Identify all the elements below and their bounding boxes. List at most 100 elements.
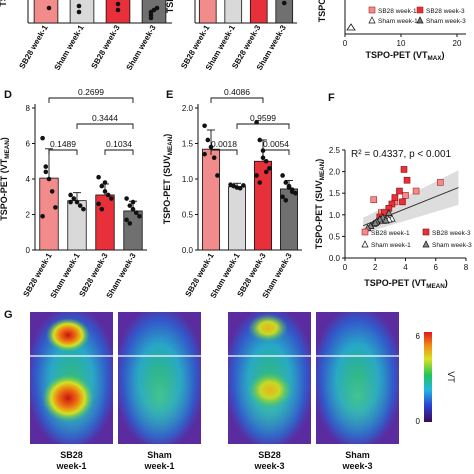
p-value-label: 0.4086	[224, 87, 250, 97]
image-label: Sham	[147, 450, 172, 460]
legend-label: SB28 week-3	[432, 230, 471, 237]
data-point	[400, 166, 408, 173]
data-point	[346, 23, 356, 31]
data-point	[115, 1, 121, 7]
panel-letter: D	[4, 89, 12, 101]
data-point	[283, 180, 289, 185]
y-tick-label: 2.5	[329, 146, 341, 155]
x-tick-label: 4	[403, 263, 408, 272]
data-point	[130, 206, 136, 212]
data-point	[370, 196, 378, 203]
data-point	[257, 180, 263, 185]
data-point	[241, 183, 246, 188]
data-point	[263, 158, 269, 164]
y-tick-label: 1.5	[329, 189, 341, 198]
colorbar	[424, 332, 432, 422]
x-tick-label: 0	[343, 39, 348, 48]
p-value-label: 0.9599	[250, 113, 276, 123]
significance-bracket	[48, 149, 78, 155]
data-point	[257, 137, 263, 143]
tick-label: Sham week-3	[105, 251, 138, 300]
data-point	[283, 198, 289, 203]
x-tick-label: 10	[397, 39, 406, 48]
data-point	[237, 185, 243, 191]
y-tick-label: 2	[26, 211, 31, 220]
data-point	[46, 5, 52, 11]
x-tick-label: 6	[434, 263, 439, 272]
y-tick-label: 8	[26, 104, 31, 113]
y-tick-label: 0.0	[329, 254, 341, 263]
data-point	[202, 151, 207, 157]
y-tick-label: 6	[26, 140, 31, 149]
image-label: Sham	[345, 450, 370, 460]
data-point	[215, 173, 220, 178]
top-right-panel: 0 10 20 TSPO TSPO-PET (VTMAX) SB28 week-1 SB28…	[317, 0, 466, 62]
data-point	[148, 15, 154, 21]
y-axis-label: TSPO-PET (SUVMEAN)	[314, 159, 326, 250]
data-point	[76, 3, 82, 9]
significance-bracket	[76, 123, 134, 129]
data-point	[124, 217, 129, 223]
significance-bracket	[210, 149, 238, 155]
hotspot	[46, 318, 90, 352]
legend-marker	[368, 6, 376, 14]
legend-label: SB28 week-1	[378, 8, 417, 15]
colorbar-min-label: 0	[416, 417, 421, 426]
data-point	[49, 189, 55, 194]
legend-label: Sham week-3	[426, 18, 466, 25]
y-tick-label: 1.5	[182, 140, 194, 149]
bar	[275, 0, 294, 24]
tick-label: SB28 week-1	[21, 251, 54, 298]
tick-label: Sham week-1	[49, 251, 82, 300]
panel-g: GSB28week-1Shamweek-1SB28week-3Shamweek-…	[4, 309, 456, 471]
y-tick-label: 1.0	[329, 211, 341, 220]
data-point	[46, 176, 52, 182]
y-tick-label: 1.0	[182, 175, 194, 184]
x-tick-label: 8	[464, 263, 469, 272]
data-point	[396, 187, 403, 195]
colorbar-label: VT	[446, 371, 456, 383]
y-tick-label: 0.5	[329, 232, 341, 241]
tick-label: Sham week-1	[53, 23, 86, 72]
image-label: week-3	[253, 461, 284, 471]
bar	[249, 0, 268, 24]
p-value-label: 0.0054	[263, 139, 289, 149]
data-point	[289, 189, 295, 195]
bar	[228, 186, 246, 251]
data-point	[211, 155, 217, 160]
y-tick-label: 0.0	[182, 246, 194, 255]
tick-label: SB28 week-1	[17, 23, 50, 70]
bar	[224, 0, 243, 24]
data-point	[260, 155, 266, 160]
significance-bracket	[210, 97, 264, 103]
data-point	[391, 194, 399, 201]
significance-bracket	[262, 149, 290, 155]
data-point	[77, 203, 83, 208]
panel-letter: G	[4, 309, 13, 321]
data-point	[205, 137, 211, 143]
data-point	[385, 208, 393, 216]
y-tick-label: 0.5	[182, 211, 194, 220]
data-point	[280, 173, 285, 178]
significance-bracket	[48, 97, 134, 103]
brain-region	[124, 344, 195, 448]
data-point	[254, 119, 259, 125]
p-value-label: 0.3444	[92, 113, 118, 123]
data-point	[102, 180, 108, 185]
data-point	[102, 189, 108, 194]
significance-bracket	[236, 123, 290, 129]
p-value-label: 0.0018	[211, 139, 237, 149]
data-point	[115, 7, 121, 13]
data-point	[109, 196, 114, 201]
data-point	[81, 206, 86, 212]
bar	[202, 148, 220, 251]
data-point	[286, 185, 292, 190]
